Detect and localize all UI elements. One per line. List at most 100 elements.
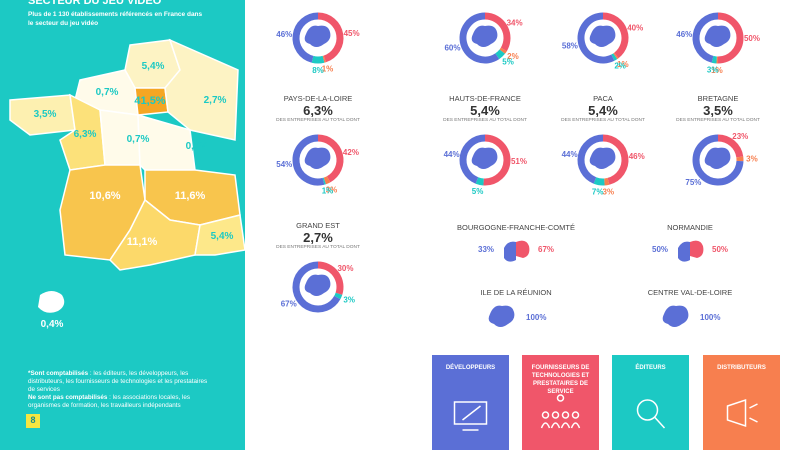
category-title: FOURNISSEURS DE TECHNOLOGIES ET PRESTATA… — [531, 365, 590, 395]
donut-segment — [604, 177, 610, 186]
donut-segment — [611, 53, 618, 61]
donut-segment — [499, 47, 507, 54]
region-shape — [488, 305, 515, 327]
small-region-name: ILE DE LA RÉUNION — [480, 288, 552, 297]
region-name: BRETAGNE — [697, 94, 739, 103]
donut-segment — [459, 134, 486, 184]
donut-label: 54% — [276, 160, 292, 169]
page-number-box — [26, 414, 40, 428]
region-shape — [678, 241, 690, 262]
subtitle: Plus de 1 130 établissements référencés … — [28, 11, 203, 27]
region-caption: DES ENTREPRISES AU TOTAL DONT — [561, 118, 645, 123]
category-title: DÉVELOPPEURS — [445, 365, 496, 371]
donut-segment — [593, 177, 605, 186]
region-shape — [304, 274, 331, 296]
icon-part — [561, 411, 570, 419]
map-label: 5,4% — [210, 231, 234, 242]
donut-label: 46% — [676, 30, 692, 39]
donut-segment — [292, 261, 341, 313]
donut-label: 30% — [337, 264, 353, 273]
donut-label: 3% — [707, 66, 719, 75]
donut-segment — [484, 12, 511, 52]
category-card — [522, 355, 599, 450]
donut-label: 2% — [507, 52, 519, 61]
region-shape — [690, 240, 704, 258]
map-region — [38, 291, 65, 313]
donut-label: 5% — [502, 57, 514, 66]
donut-label: 2% — [614, 62, 626, 71]
icon-part — [540, 422, 551, 429]
region-shape — [662, 305, 689, 327]
small-region-label: 33% — [477, 245, 495, 254]
donut-label: 46% — [629, 152, 645, 161]
icon-part — [749, 403, 758, 409]
donut-segment — [717, 12, 744, 64]
page-number: 8 — [30, 415, 36, 425]
icon-part — [749, 417, 758, 423]
icon-part — [453, 401, 488, 425]
donut-label: 3% — [603, 188, 615, 197]
icon-part — [636, 399, 659, 421]
donut-label: 3% — [326, 185, 338, 194]
icon-part — [653, 416, 666, 429]
map-label: 10,6% — [89, 190, 121, 202]
region-shape — [516, 240, 530, 258]
category-icon — [726, 398, 758, 428]
donut-segment — [602, 134, 629, 185]
donut-label: 51% — [511, 157, 527, 166]
donut-segment — [577, 12, 615, 64]
donut-label: 5% — [472, 187, 484, 196]
footnote-part: *Sont comptabilisés — [28, 370, 89, 377]
donut-segment — [317, 261, 344, 295]
donut-segment — [577, 134, 604, 184]
region-caption: DES ENTREPRISES AU TOTAL DONT — [676, 118, 760, 123]
small-region-label: 67% — [537, 245, 555, 254]
donut-segment — [692, 12, 719, 63]
donut-segment — [292, 12, 319, 63]
region-share: 6,3% — [303, 103, 333, 118]
donut-segment — [495, 49, 506, 60]
donut-label: 23% — [732, 132, 748, 141]
france-map — [9, 38, 246, 313]
donut-label: 34% — [507, 18, 523, 27]
icon-part — [726, 398, 747, 428]
category-title: DISTRIBUTEURS — [717, 365, 766, 371]
region-caption: DES ENTREPRISES AU TOTAL DONT — [276, 118, 360, 123]
region-caption: DES ENTREPRISES AU TOTAL DONT — [276, 245, 360, 250]
category-icon — [453, 401, 488, 431]
icon-part — [462, 405, 481, 421]
small-region-label: 100% — [700, 313, 721, 322]
map-label: 3,5% — [33, 109, 57, 120]
map-label: 2,7% — [203, 95, 227, 106]
icon-part — [560, 422, 571, 429]
category-icon — [540, 394, 581, 429]
region-shape — [704, 25, 731, 47]
map-label: 0,3% — [185, 141, 209, 152]
small-region-name: NORMANDIE — [667, 223, 713, 232]
region-share: 5,4% — [588, 103, 618, 118]
donut-segment — [692, 134, 744, 186]
donut-label: 46% — [276, 30, 292, 39]
donut-label: 58% — [562, 41, 578, 50]
region-caption: DES ENTREPRISES AU TOTAL DONT — [443, 118, 527, 123]
donut-label: 50% — [744, 34, 760, 43]
region-shape — [471, 147, 498, 169]
map-label: 11,6% — [174, 190, 206, 202]
map-region — [164, 38, 239, 141]
region-shape — [304, 147, 331, 169]
map-region — [9, 94, 76, 136]
donut-segment — [602, 12, 629, 59]
donut-segment — [317, 12, 344, 63]
small-region-label: 50% — [711, 245, 729, 254]
icon-part — [541, 411, 550, 419]
icon-part — [570, 422, 581, 429]
donut-label: 3% — [343, 296, 355, 305]
donut-label: 1% — [322, 187, 334, 196]
small-region-label: 50% — [651, 245, 669, 254]
region-name: HAUTS-DE-FRANCE — [449, 94, 521, 103]
map-label: 0,4% — [40, 319, 64, 330]
icon-part — [556, 394, 565, 402]
region-share: 3,5% — [703, 103, 733, 118]
donut-segment — [717, 134, 744, 158]
